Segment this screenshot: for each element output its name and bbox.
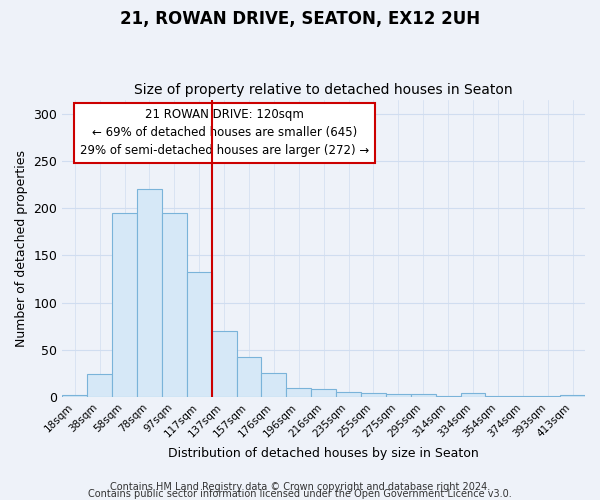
Bar [212,331,236,397]
Bar [162,213,187,397]
Bar [535,396,560,397]
Text: 21, ROWAN DRIVE, SEATON, EX12 2UH: 21, ROWAN DRIVE, SEATON, EX12 2UH [120,10,480,28]
X-axis label: Distribution of detached houses by size in Seaton: Distribution of detached houses by size … [168,447,479,460]
Bar [485,396,511,397]
Bar [87,374,112,397]
Bar [560,395,585,397]
Y-axis label: Number of detached properties: Number of detached properties [15,150,28,347]
Bar [187,272,212,397]
Title: Size of property relative to detached houses in Seaton: Size of property relative to detached ho… [134,83,513,97]
Bar [461,393,485,397]
Bar [311,390,336,397]
Bar [62,395,87,397]
Bar [386,394,411,397]
Bar [436,396,461,397]
Text: Contains public sector information licensed under the Open Government Licence v3: Contains public sector information licen… [88,489,512,499]
Bar [262,374,286,397]
Bar [236,358,262,397]
Bar [411,394,436,397]
Bar [361,393,386,397]
Bar [137,189,162,397]
Bar [112,213,137,397]
Bar [511,396,535,397]
Text: Contains HM Land Registry data © Crown copyright and database right 2024.: Contains HM Land Registry data © Crown c… [110,482,490,492]
Bar [286,388,311,397]
Bar [336,392,361,397]
Text: 21 ROWAN DRIVE: 120sqm
← 69% of detached houses are smaller (645)
29% of semi-de: 21 ROWAN DRIVE: 120sqm ← 69% of detached… [80,108,369,158]
